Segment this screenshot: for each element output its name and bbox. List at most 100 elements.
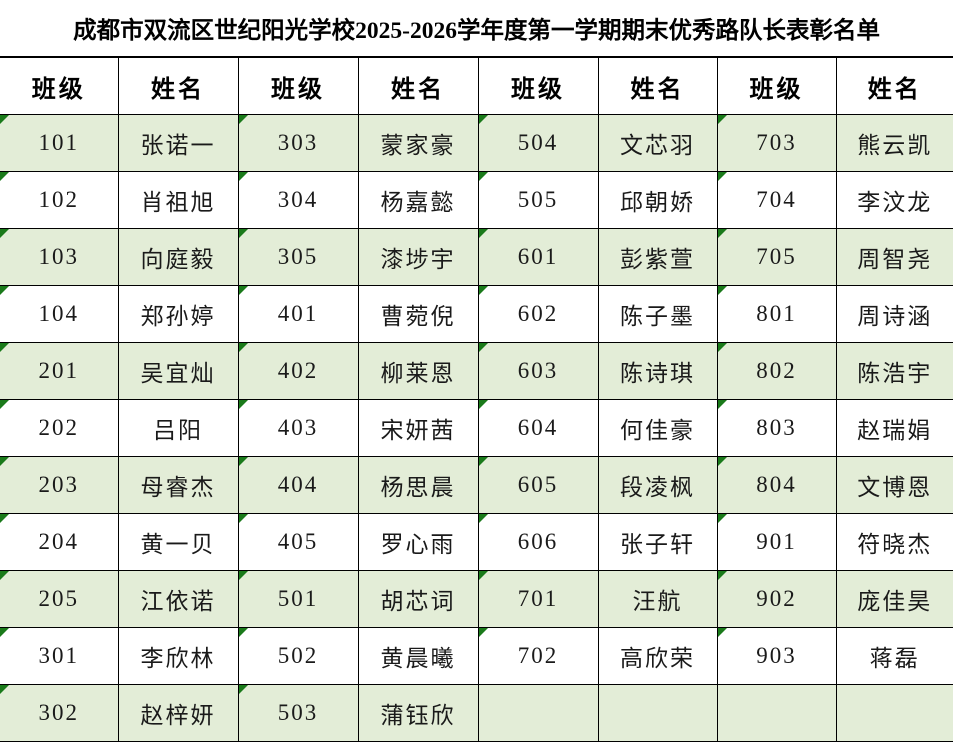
name-cell[interactable]: 吴宜灿 xyxy=(117,342,239,400)
class-cell[interactable]: 903 xyxy=(716,627,837,685)
name-cell[interactable]: 蒋磊 xyxy=(835,627,953,685)
name-cell[interactable]: 张子轩 xyxy=(597,513,718,571)
class-cell[interactable]: 201 xyxy=(0,342,119,400)
name-cell[interactable]: 李汶龙 xyxy=(835,171,953,229)
column-header-name_4: 姓名 xyxy=(835,57,953,115)
name-cell[interactable] xyxy=(597,684,718,742)
class-cell[interactable]: 605 xyxy=(477,456,599,514)
name-cell[interactable]: 文芯羽 xyxy=(597,114,718,172)
class-cell[interactable]: 505 xyxy=(477,171,599,229)
name-cell[interactable]: 庞佳昊 xyxy=(835,570,953,628)
class-cell[interactable]: 501 xyxy=(237,570,359,628)
class-cell[interactable]: 305 xyxy=(237,228,359,286)
name-cell[interactable]: 汪航 xyxy=(597,570,718,628)
class-cell[interactable]: 301 xyxy=(0,627,119,685)
name-cell[interactable]: 段凌枫 xyxy=(597,456,718,514)
name-cell[interactable]: 赵瑞娟 xyxy=(835,399,953,457)
class-cell[interactable]: 202 xyxy=(0,399,119,457)
class-cell[interactable]: 604 xyxy=(477,399,599,457)
name-cell[interactable]: 郑孙婷 xyxy=(117,285,239,343)
name-cell[interactable]: 文博恩 xyxy=(835,456,953,514)
class-cell[interactable]: 203 xyxy=(0,456,119,514)
name-cell[interactable]: 高欣荣 xyxy=(597,627,718,685)
name-cell[interactable]: 胡芯词 xyxy=(357,570,479,628)
name-cell[interactable]: 符晓杰 xyxy=(835,513,953,571)
table-row: 201 吴宜灿 402 柳莱恩 603 陈诗琪 802 陈浩宇 xyxy=(0,342,953,400)
name-cell[interactable]: 肖祖旭 xyxy=(117,171,239,229)
class-cell[interactable]: 401 xyxy=(237,285,359,343)
class-cell[interactable]: 802 xyxy=(716,342,837,400)
name-cell[interactable]: 宋妍茜 xyxy=(357,399,479,457)
name-cell[interactable]: 赵梓妍 xyxy=(117,684,239,742)
name-cell[interactable]: 张诺一 xyxy=(117,114,239,172)
class-cell[interactable]: 405 xyxy=(237,513,359,571)
table-row: 202 吕阳 403 宋妍茜 604 何佳豪 803 赵瑞娟 xyxy=(0,399,953,457)
table-row: 204 黄一贝 405 罗心雨 606 张子轩 901 符晓杰 xyxy=(0,513,953,571)
name-cell[interactable]: 何佳豪 xyxy=(597,399,718,457)
name-cell[interactable]: 杨思晨 xyxy=(357,456,479,514)
class-cell[interactable]: 703 xyxy=(716,114,837,172)
name-cell[interactable]: 江依诺 xyxy=(117,570,239,628)
name-cell[interactable]: 周智尧 xyxy=(835,228,953,286)
class-cell[interactable]: 801 xyxy=(716,285,837,343)
class-cell[interactable]: 204 xyxy=(0,513,119,571)
name-cell[interactable]: 吕阳 xyxy=(117,399,239,457)
class-cell[interactable]: 704 xyxy=(716,171,837,229)
column-header-name_3: 姓名 xyxy=(597,57,718,115)
name-cell[interactable]: 陈诗琪 xyxy=(597,342,718,400)
page-title: 成都市双流区世纪阳光学校2025-2026学年度第一学期期末优秀路队长表彰名单 xyxy=(0,0,953,58)
name-cell[interactable]: 周诗涵 xyxy=(835,285,953,343)
class-cell[interactable]: 701 xyxy=(477,570,599,628)
name-cell[interactable]: 母睿杰 xyxy=(117,456,239,514)
table-row: 301 李欣林 502 黄晨曦 702 高欣荣 903 蒋磊 xyxy=(0,627,953,685)
name-cell[interactable]: 杨嘉懿 xyxy=(357,171,479,229)
class-cell[interactable]: 603 xyxy=(477,342,599,400)
name-cell[interactable]: 陈浩宇 xyxy=(835,342,953,400)
class-cell[interactable]: 403 xyxy=(237,399,359,457)
name-cell[interactable]: 罗心雨 xyxy=(357,513,479,571)
class-cell[interactable]: 304 xyxy=(237,171,359,229)
class-cell[interactable]: 102 xyxy=(0,171,119,229)
class-cell[interactable] xyxy=(477,684,599,742)
class-cell[interactable]: 404 xyxy=(237,456,359,514)
class-cell[interactable]: 804 xyxy=(716,456,837,514)
name-cell[interactable]: 漆埗宇 xyxy=(357,228,479,286)
table-row: 102 肖祖旭 304 杨嘉懿 505 邱朝娇 704 李汶龙 xyxy=(0,171,953,229)
class-cell[interactable]: 302 xyxy=(0,684,119,742)
class-cell[interactable]: 104 xyxy=(0,285,119,343)
class-cell[interactable]: 901 xyxy=(716,513,837,571)
class-cell[interactable]: 103 xyxy=(0,228,119,286)
name-cell[interactable]: 熊云凯 xyxy=(835,114,953,172)
class-cell[interactable]: 602 xyxy=(477,285,599,343)
table-row: 103 向庭毅 305 漆埗宇 601 彭紫萱 705 周智尧 xyxy=(0,228,953,286)
name-cell[interactable]: 蒲钰欣 xyxy=(357,684,479,742)
name-cell[interactable]: 邱朝娇 xyxy=(597,171,718,229)
name-cell[interactable]: 黄一贝 xyxy=(117,513,239,571)
name-cell[interactable]: 蒙家豪 xyxy=(357,114,479,172)
class-cell[interactable]: 205 xyxy=(0,570,119,628)
class-cell[interactable]: 601 xyxy=(477,228,599,286)
name-cell[interactable] xyxy=(835,684,953,742)
class-cell[interactable]: 101 xyxy=(0,114,119,172)
class-cell[interactable]: 606 xyxy=(477,513,599,571)
table-row: 101 张诺一 303 蒙家豪 504 文芯羽 703 熊云凯 xyxy=(0,114,953,172)
name-cell[interactable]: 柳莱恩 xyxy=(357,342,479,400)
name-cell[interactable]: 彭紫萱 xyxy=(597,228,718,286)
name-cell[interactable]: 向庭毅 xyxy=(117,228,239,286)
class-cell[interactable]: 402 xyxy=(237,342,359,400)
class-cell[interactable]: 902 xyxy=(716,570,837,628)
class-cell[interactable]: 504 xyxy=(477,114,599,172)
class-cell[interactable]: 502 xyxy=(237,627,359,685)
class-cell[interactable]: 705 xyxy=(716,228,837,286)
class-cell[interactable]: 303 xyxy=(237,114,359,172)
name-cell[interactable]: 黄晨曦 xyxy=(357,627,479,685)
name-cell[interactable]: 陈子墨 xyxy=(597,285,718,343)
column-header-class_3: 班级 xyxy=(477,57,599,115)
class-cell[interactable]: 503 xyxy=(237,684,359,742)
name-cell[interactable]: 李欣林 xyxy=(117,627,239,685)
class-cell[interactable] xyxy=(716,684,837,742)
name-cell[interactable]: 曹菀倪 xyxy=(357,285,479,343)
class-cell[interactable]: 803 xyxy=(716,399,837,457)
class-cell[interactable]: 702 xyxy=(477,627,599,685)
